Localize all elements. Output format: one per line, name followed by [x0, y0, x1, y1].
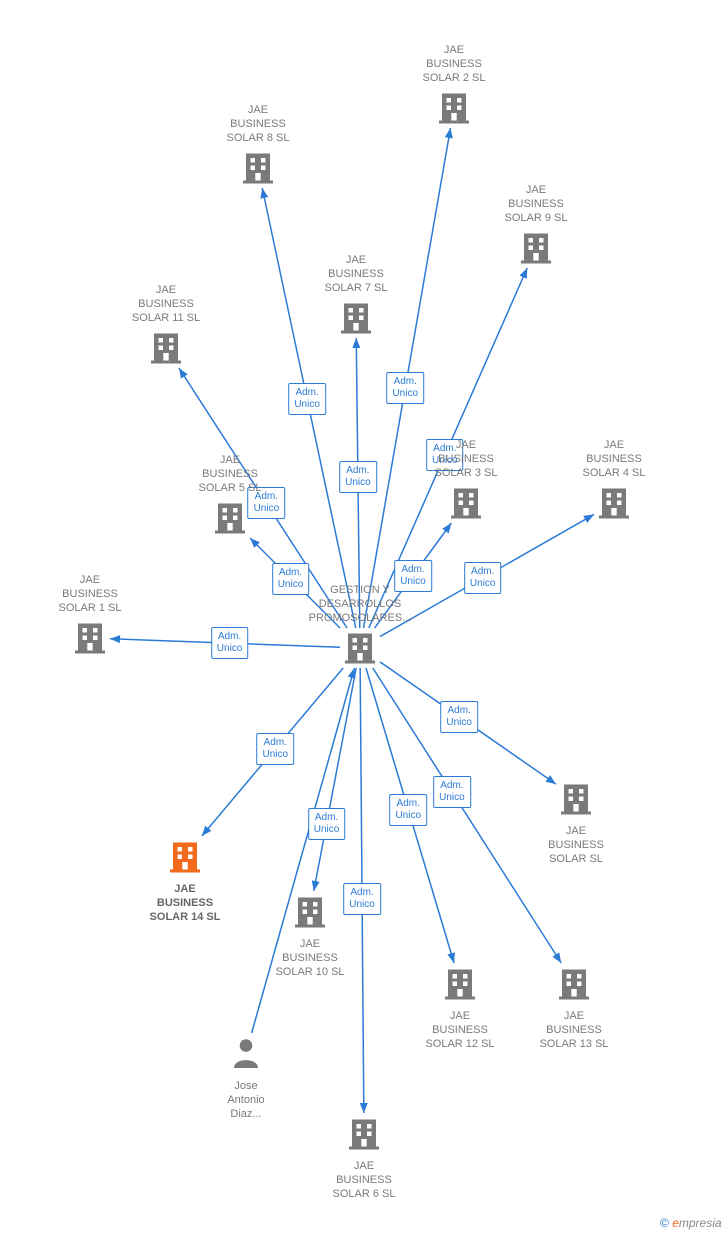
node-label: JAE BUSINESS SOLAR 6 SL: [309, 1160, 419, 1201]
node-label: JAE BUSINESS SOLAR 1 SL: [35, 574, 145, 615]
node-label: JAE BUSINESS SOLAR 11 SL: [111, 284, 221, 325]
building-icon: [167, 838, 203, 879]
node-label: JAE BUSINESS SOLAR 14 SL: [130, 883, 240, 924]
node-n3: JAE BUSINESS SOLAR 3 SL: [411, 439, 521, 525]
building-icon: [558, 780, 594, 821]
node-n2: JAE BUSINESS SOLAR 2 SL: [399, 44, 509, 130]
node-n11: JAE BUSINESS SOLAR 11 SL: [111, 284, 221, 370]
node-n7: JAE BUSINESS SOLAR 7 SL: [301, 254, 411, 340]
edge-label: Adm. Unico: [272, 563, 310, 595]
node-center: GESTION Y DESARROLLOS PROMOSOLARES...: [305, 584, 415, 670]
footer-rest: mpresia: [679, 1216, 722, 1230]
footer-e: e: [672, 1216, 679, 1230]
edge-label: Adm. Unico: [433, 776, 471, 808]
building-icon: [436, 89, 472, 130]
node-label: JAE BUSINESS SOLAR 9 SL: [481, 184, 591, 225]
node-label: JAE BUSINESS SOLAR 3 SL: [411, 439, 521, 480]
edge-label: Adm. Unico: [389, 794, 427, 826]
copyright-symbol: ©: [660, 1216, 669, 1230]
node-n9: JAE BUSINESS SOLAR 9 SL: [481, 184, 591, 270]
building-icon: [442, 965, 478, 1006]
building-icon: [342, 629, 378, 670]
building-icon: [72, 619, 108, 660]
node-n8: JAE BUSINESS SOLAR 8 SL: [203, 104, 313, 190]
building-icon: [240, 149, 276, 190]
building-icon: [148, 329, 184, 370]
node-label: JAE BUSINESS SOLAR 4 SL: [559, 439, 669, 480]
edge-label: Adm. Unico: [464, 562, 502, 594]
edge-label: Adm. Unico: [339, 461, 377, 493]
node-jose: Jose Antonio Diaz...: [191, 1035, 301, 1121]
node-n1: JAE BUSINESS SOLAR 1 SL: [35, 574, 145, 660]
node-n4: JAE BUSINESS SOLAR 4 SL: [559, 439, 669, 525]
node-label: JAE BUSINESS SOLAR 2 SL: [399, 44, 509, 85]
node-label: GESTION Y DESARROLLOS PROMOSOLARES...: [305, 584, 415, 625]
node-label: JAE BUSINESS SOLAR 13 SL: [519, 1010, 629, 1051]
node-label: JAE BUSINESS SOLAR 5 SL: [175, 454, 285, 495]
edge-label: Adm. Unico: [288, 383, 326, 415]
building-icon: [448, 484, 484, 525]
building-icon: [556, 965, 592, 1006]
node-n10: JAE BUSINESS SOLAR 10 SL: [255, 893, 365, 979]
node-n13: JAE BUSINESS SOLAR 13 SL: [519, 965, 629, 1051]
node-n12: JAE BUSINESS SOLAR 12 SL: [405, 965, 515, 1051]
building-icon: [338, 299, 374, 340]
node-label: JAE BUSINESS SOLAR 12 SL: [405, 1010, 515, 1051]
edge-label: Adm. Unico: [308, 808, 346, 840]
edge-label: Adm. Unico: [386, 372, 424, 404]
node-n5: JAE BUSINESS SOLAR 5 SL: [175, 454, 285, 540]
footer-credit: © empresia: [660, 1216, 722, 1230]
node-n14: JAE BUSINESS SOLAR 14 SL: [130, 838, 240, 924]
building-icon: [596, 484, 632, 525]
node-label: JAE BUSINESS SOLAR 10 SL: [255, 938, 365, 979]
node-label: JAE BUSINESS SOLAR SL: [521, 825, 631, 866]
node-label: JAE BUSINESS SOLAR 8 SL: [203, 104, 313, 145]
building-icon: [518, 229, 554, 270]
building-icon: [346, 1115, 382, 1156]
node-label: Jose Antonio Diaz...: [191, 1080, 301, 1121]
building-icon: [292, 893, 328, 934]
edge-label: Adm. Unico: [257, 733, 295, 765]
node-label: JAE BUSINESS SOLAR 7 SL: [301, 254, 411, 295]
node-nS: JAE BUSINESS SOLAR SL: [521, 780, 631, 866]
edge-label: Adm. Unico: [211, 627, 249, 659]
node-n6: JAE BUSINESS SOLAR 6 SL: [309, 1115, 419, 1201]
person-icon: [228, 1035, 264, 1076]
building-icon: [212, 499, 248, 540]
edge-label: Adm. Unico: [440, 701, 478, 733]
